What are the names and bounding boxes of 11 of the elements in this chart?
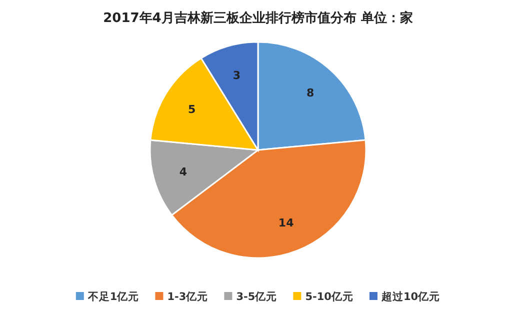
data-label: 14 (278, 216, 294, 230)
legend-label: 3-5亿元 (236, 291, 278, 303)
legend-label: 5-10亿元 (305, 291, 354, 303)
legend-label: 超过10亿元 (380, 290, 440, 303)
data-label: 5 (188, 103, 196, 116)
data-label: 3 (232, 69, 241, 82)
data-label: 8 (306, 86, 314, 100)
chart-title: 2017年4月吉林新三板企业排行榜市值分布 单位：家 (103, 10, 413, 26)
legend-label: 不足1亿元 (86, 291, 140, 303)
legend-label: 1-3亿元 (167, 291, 208, 303)
data-label: 4 (179, 165, 188, 178)
